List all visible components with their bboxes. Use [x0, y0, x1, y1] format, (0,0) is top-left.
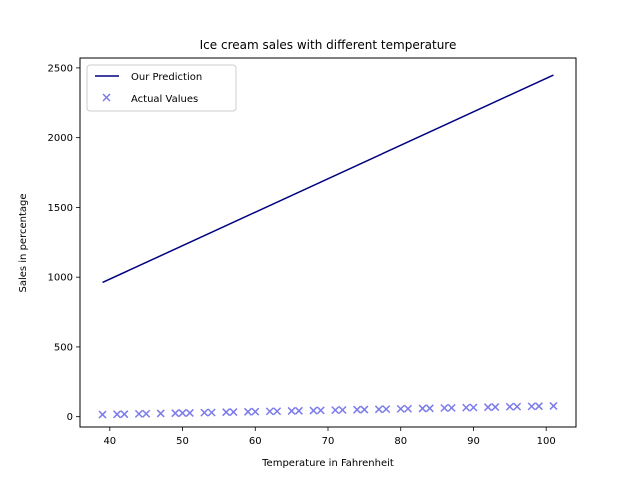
chart-title: Ice cream sales with different temperatu…: [200, 38, 457, 52]
data-point-actual: [120, 410, 129, 419]
series-line-prediction: [102, 74, 554, 284]
data-point-actual: [134, 409, 143, 418]
data-point-actual: [113, 410, 122, 419]
data-point-actual: [171, 409, 180, 418]
y-tick-label: 1000: [48, 273, 73, 284]
data-point-actual: [447, 403, 456, 412]
data-point-actual: [549, 401, 558, 410]
data-point-actual: [222, 408, 231, 417]
data-point-actual: [534, 402, 543, 411]
data-point-actual: [98, 410, 107, 419]
data-point-actual: [251, 407, 260, 416]
x-tick-label: 70: [322, 436, 335, 447]
legend-box: [86, 64, 237, 112]
x-tick-label: 60: [249, 436, 262, 447]
data-point-actual: [483, 403, 493, 412]
data-point-actual: [396, 404, 405, 413]
x-axis-label: Temperature in Fahrenheit: [261, 458, 394, 469]
data-point-actual: [403, 404, 413, 413]
data-point-actual: [374, 405, 383, 414]
data-point-actual: [360, 405, 369, 414]
legend-label-prediction: Our Prediction: [131, 72, 202, 83]
x-tick-label: 100: [537, 436, 556, 447]
data-point-actual: [527, 402, 536, 411]
data-point-actual: [418, 404, 427, 413]
data-point-actual: [142, 409, 151, 418]
x-tick-label: 50: [176, 436, 189, 447]
y-axis-label: Sales in percentage: [18, 193, 29, 292]
data-point-actual: [513, 402, 522, 411]
data-point-actual: [273, 407, 282, 416]
y-axis: 0 500 1000 1500 2000 2500: [48, 63, 80, 423]
x-tick-label: 90: [467, 436, 480, 447]
legend: Our Prediction Actual Values: [86, 64, 237, 112]
legend-x-marker: [102, 93, 111, 102]
y-tick-label: 500: [54, 342, 73, 353]
legend-label-actual: Actual Values: [131, 94, 198, 105]
data-point-actual: [316, 406, 325, 415]
y-tick-label: 0: [67, 412, 73, 423]
data-point-actual: [200, 408, 209, 417]
y-tick-label: 2500: [48, 63, 73, 74]
data-point-actual: [491, 403, 500, 412]
data-point-actual: [440, 403, 449, 413]
x-tick-label: 80: [394, 436, 407, 447]
x-tick-label: 40: [103, 436, 116, 447]
data-point-actual: [338, 405, 347, 415]
data-point-actual: [425, 404, 434, 413]
y-tick-label: 2000: [48, 133, 73, 144]
data-point-actual: [353, 405, 362, 414]
data-point-actual: [309, 406, 318, 415]
data-point-actual: [505, 402, 514, 411]
plot-area: [98, 74, 558, 419]
data-point-actual: [331, 406, 340, 415]
data-point-actual: [265, 407, 274, 416]
data-point-actual: [156, 409, 165, 418]
data-point-actual: [287, 406, 296, 415]
x-axis: 40 50 60 70 80 90 100: [103, 427, 556, 447]
data-point-actual: [178, 409, 187, 418]
data-point-actual: [229, 408, 238, 417]
data-point-actual: [469, 403, 478, 412]
data-point-actual: [207, 408, 216, 417]
data-point-actual: [185, 408, 194, 417]
data-point-actual: [382, 405, 391, 414]
data-point-actual: [243, 407, 253, 416]
y-tick-label: 1500: [48, 203, 73, 214]
data-point-actual: [294, 406, 303, 415]
data-point-actual: [462, 403, 471, 412]
